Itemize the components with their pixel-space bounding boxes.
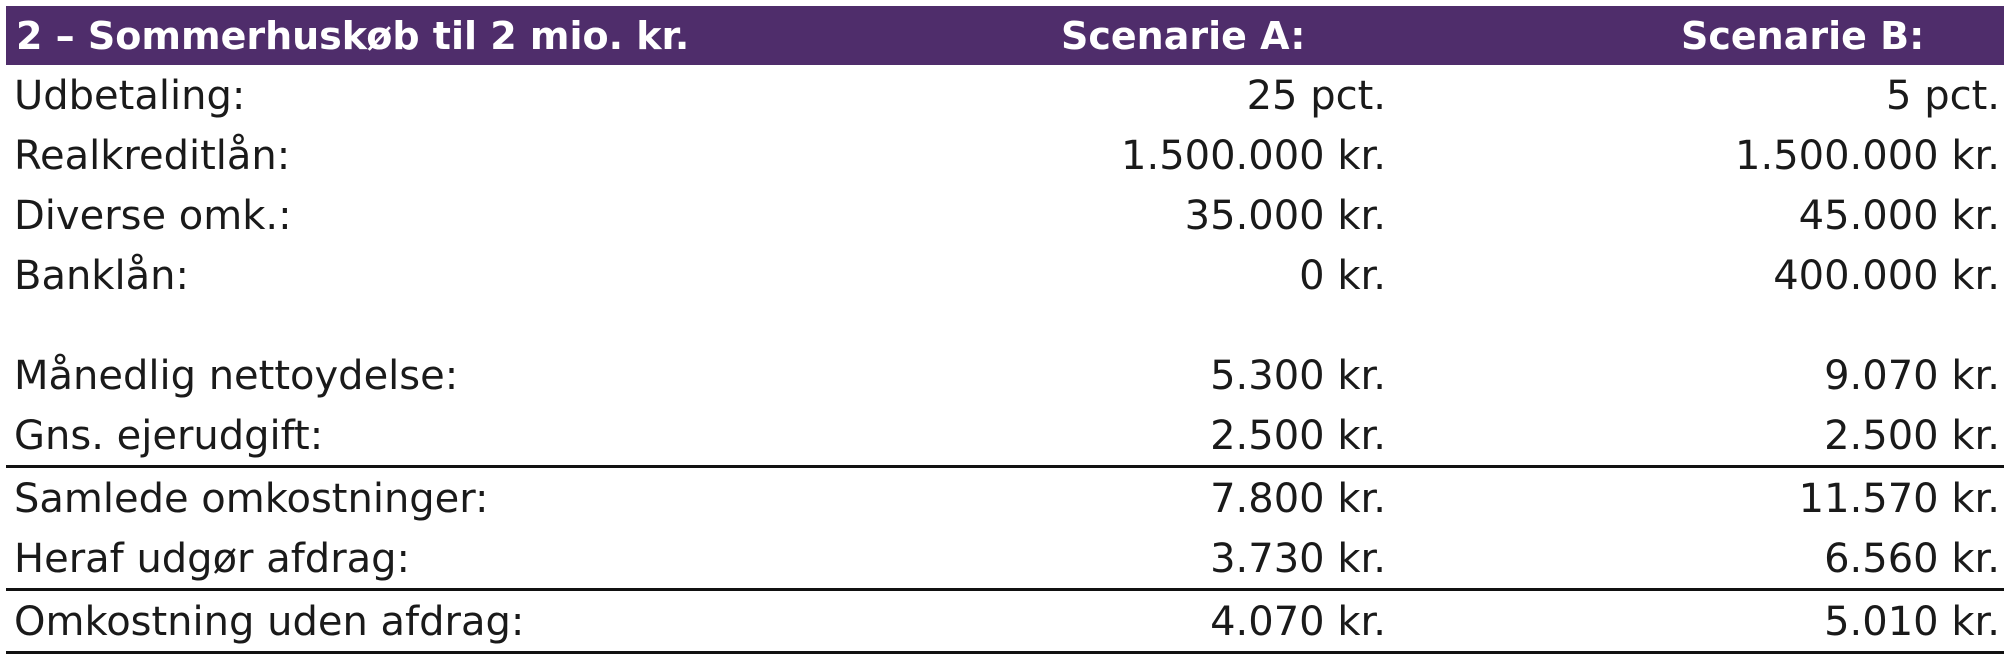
table-row: Omkostning uden afdrag: 4.070 kr. 5.010 …	[6, 591, 2004, 651]
row-value-scenario-b: 45.000 kr.	[1798, 193, 2000, 239]
row-value-scenario-a: 1.500.000 kr.	[1121, 133, 1386, 179]
table-row: Realkreditlån: 1.500.000 kr. 1.500.000 k…	[6, 125, 2004, 185]
divider	[6, 465, 2004, 468]
row-value-scenario-b: 5 pct.	[1886, 73, 2000, 119]
row-label: Banklån:	[14, 253, 189, 299]
divider	[6, 651, 2004, 654]
row-label: Månedlig nettoydelse:	[14, 353, 459, 399]
row-value-scenario-a: 7.800 kr.	[1210, 476, 1386, 522]
row-value-scenario-a: 5.300 kr.	[1210, 353, 1386, 399]
table-header: 2 – Sommerhuskøb til 2 mio. kr. Scenarie…	[6, 6, 2004, 65]
table-row: Banklån: 0 kr. 400.000 kr.	[6, 245, 2004, 305]
row-value-scenario-b: 5.010 kr.	[1824, 599, 2000, 645]
row-value-scenario-a: 35.000 kr.	[1184, 193, 1386, 239]
divider	[6, 588, 2004, 591]
row-value-scenario-b: 400.000 kr.	[1773, 253, 2000, 299]
row-value-scenario-a: 25 pct.	[1246, 73, 1386, 119]
row-label: Diverse omk.:	[14, 193, 292, 239]
row-label: Udbetaling:	[14, 73, 246, 119]
column-header-scenario-b: Scenarie B:	[1681, 14, 1925, 58]
row-label: Samlede omkostninger:	[14, 476, 489, 522]
column-header-scenario-a: Scenarie A:	[1061, 14, 1306, 58]
table-row: Gns. ejerudgift: 2.500 kr. 2.500 kr.	[6, 405, 2004, 465]
table-row: Diverse omk.: 35.000 kr. 45.000 kr.	[6, 185, 2004, 245]
table-row: Månedlig nettoydelse: 5.300 kr. 9.070 kr…	[6, 345, 2004, 405]
comparison-table: 2 – Sommerhuskøb til 2 mio. kr. Scenarie…	[6, 6, 2004, 654]
row-value-scenario-b: 6.560 kr.	[1824, 536, 2000, 582]
row-label: Heraf udgør afdrag:	[14, 536, 411, 582]
row-value-scenario-a: 0 kr.	[1299, 253, 1386, 299]
row-value-scenario-a: 4.070 kr.	[1210, 599, 1386, 645]
row-value-scenario-a: 3.730 kr.	[1210, 536, 1386, 582]
section-spacer	[6, 305, 2004, 345]
table-row: Samlede omkostninger: 7.800 kr. 11.570 k…	[6, 468, 2004, 528]
table-row: Heraf udgør afdrag: 3.730 kr. 6.560 kr.	[6, 528, 2004, 588]
row-label: Omkostning uden afdrag:	[14, 599, 525, 645]
row-value-scenario-a: 2.500 kr.	[1210, 413, 1386, 459]
table-title: 2 – Sommerhuskøb til 2 mio. kr.	[16, 14, 690, 58]
row-label: Gns. ejerudgift:	[14, 413, 324, 459]
row-label: Realkreditlån:	[14, 133, 291, 179]
row-value-scenario-b: 1.500.000 kr.	[1735, 133, 2000, 179]
row-value-scenario-b: 2.500 kr.	[1824, 413, 2000, 459]
table-row: Udbetaling: 25 pct. 5 pct.	[6, 65, 2004, 125]
row-value-scenario-b: 9.070 kr.	[1824, 353, 2000, 399]
row-value-scenario-b: 11.570 kr.	[1798, 476, 2000, 522]
